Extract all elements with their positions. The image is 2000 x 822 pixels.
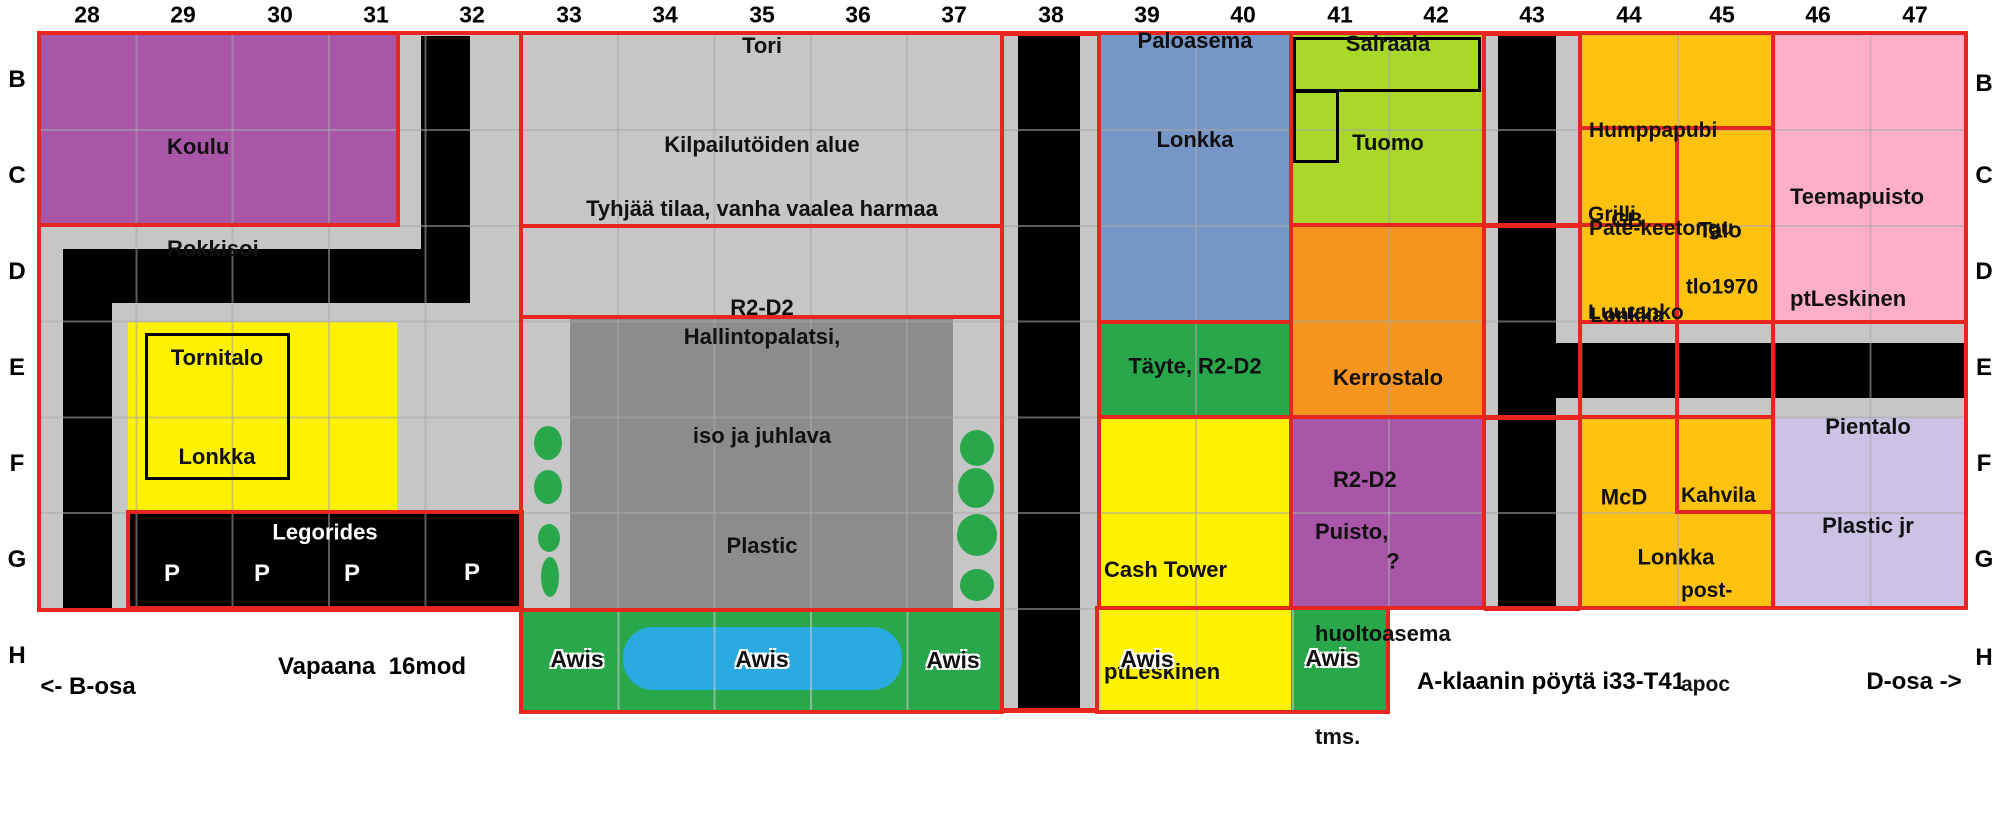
border-eroad-45 [1675, 320, 1775, 419]
column-header: 33 [556, 1, 582, 28]
column-header: 30 [267, 1, 293, 28]
parking-p: P [343, 560, 361, 587]
road-column-38 [1018, 33, 1080, 712]
sairaala-outline-box-top [1293, 37, 1481, 92]
column-header: 42 [1423, 1, 1449, 28]
column-header: 36 [845, 1, 871, 28]
label-lonkka-block: Lonkka [1637, 544, 1715, 570]
row-label-right: F [1976, 450, 1992, 477]
row-label-left: G [7, 546, 27, 573]
label-talo: Talo [1698, 217, 1742, 243]
border-road43-row-c [1484, 223, 1580, 228]
column-header: 28 [74, 1, 100, 28]
border-road43-bottom [1484, 606, 1580, 611]
label-cash-tower: Cash Tower ptLeskinen [1104, 557, 1228, 685]
column-header: 40 [1230, 1, 1256, 28]
column-header: 37 [941, 1, 967, 28]
label-pientalo: Pientalo Plastic jr [1822, 414, 1914, 538]
border-awis-park [519, 608, 1004, 714]
parking-p: P [163, 560, 181, 587]
parking-p: P [253, 560, 271, 587]
border-pientalo [1771, 320, 1968, 610]
label-gb-lonkka: GB Lonkka [1590, 209, 1664, 327]
row-label-left: F [9, 450, 25, 477]
label-tyhjaa: Tyhjää tilaa, vanha vaalea harmaa R2-D2 [586, 196, 938, 320]
label-grilli: Grilli Luuranko [1588, 203, 1684, 324]
row-label-left: B [8, 66, 26, 93]
label-vapaana: Vapaana 16mod [277, 653, 467, 680]
column-header: 38 [1038, 1, 1064, 28]
row-label-left: C [8, 162, 26, 189]
border-road38-bottom [1002, 708, 1099, 713]
row-label-right: C [1975, 162, 1993, 189]
label-kerrostalo: Kerrostalo R2-D2 [1333, 365, 1444, 493]
column-header: 34 [652, 1, 678, 28]
label-awis-center: Awis [735, 645, 789, 672]
row-label-right: G [1974, 546, 1994, 573]
town-grid-map: 28 29 30 31 32 33 34 35 36 37 38 39 40 4… [7, 1, 1994, 749]
label-mcd: McD [1600, 484, 1648, 510]
label-talo-owner: tlo1970 [1685, 275, 1759, 299]
label-koulu: Koulu Rokkisoi [167, 134, 259, 262]
arrow-b-osa: <- B-osa [40, 673, 136, 700]
label-teemapuisto: Teemapuisto ptLeskinen [1790, 184, 1925, 312]
row-label-right: E [1975, 354, 1993, 381]
label-hallintopalatsi: Hallintopalatsi, iso ja juhlava Plastic [683, 324, 841, 558]
column-header: 41 [1327, 1, 1353, 28]
border-koulu [37, 31, 400, 227]
label-humppapubi: Humppapubi Pate-keetongu [1589, 119, 1734, 240]
label-kahvila: Kahvila post- apoc [1681, 484, 1756, 696]
label-awis-bottom-yellow: Awis [1120, 645, 1174, 672]
label-table-note: A-klaanin pöytä i33-T41 [1416, 668, 1686, 695]
column-header: 31 [363, 1, 389, 28]
row-label-left: E [8, 354, 26, 381]
row-label-right: B [1975, 70, 1993, 97]
label-awis-bottom-green: Awis [1305, 644, 1359, 671]
column-header: 44 [1616, 1, 1642, 28]
border-road38-top [1002, 31, 1099, 36]
column-header: 46 [1805, 1, 1831, 28]
row-label-right: D [1975, 258, 1993, 285]
road-column-43 [1498, 33, 1556, 608]
label-sairaala: Sairaala Tuomo [1345, 31, 1431, 155]
sairaala-outline-box-left [1293, 90, 1339, 163]
label-tornitalo: Tornitalo Lonkka [170, 345, 264, 469]
border-puisto [1289, 415, 1486, 610]
column-header: 45 [1709, 1, 1735, 28]
label-awis-right: Awis [926, 646, 980, 673]
column-header: 47 [1902, 1, 1928, 28]
row-label-left: D [8, 258, 26, 285]
arrow-d-osa: D-osa -> [1866, 668, 1962, 695]
column-header: 29 [170, 1, 196, 28]
label-paloasema: Paloasema Lonkka [1137, 28, 1253, 152]
label-puisto-question: ? [1386, 548, 1400, 574]
column-header: 35 [749, 1, 775, 28]
parking-p: P [463, 559, 481, 586]
label-puisto: Puisto, huoltoasema tms. [1315, 519, 1451, 749]
label-legorides: Legorides [272, 519, 378, 545]
row-label-left: H [8, 642, 26, 669]
column-header: 39 [1134, 1, 1160, 28]
column-header: 43 [1519, 1, 1545, 28]
border-road43-row-e [1484, 415, 1580, 420]
tornitalo-outline-box [145, 333, 290, 480]
row-label-right: H [1975, 644, 1993, 671]
label-tayte: Täyte, R2-D2 [1128, 353, 1262, 379]
label-awis-left: Awis [550, 645, 604, 672]
border-road43-top [1484, 31, 1580, 36]
column-header: 32 [459, 1, 485, 28]
label-tori: Tori Kilpailutöiden alue [664, 33, 860, 157]
